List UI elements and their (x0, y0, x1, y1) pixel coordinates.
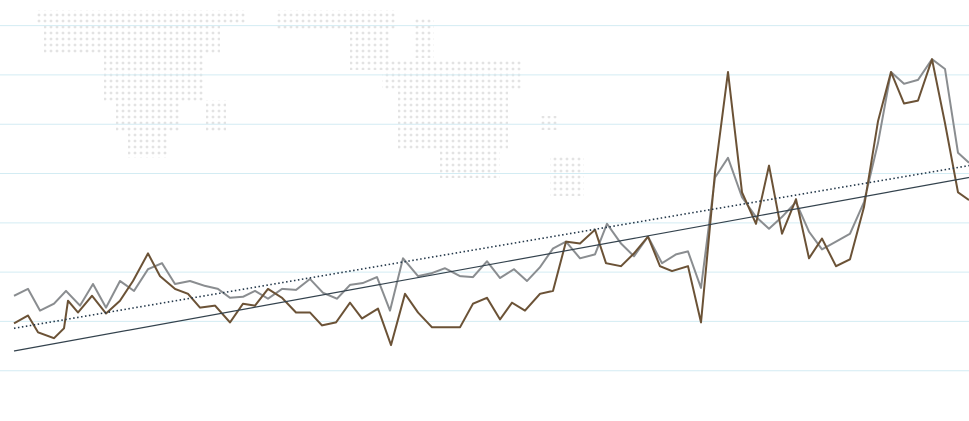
trend-line (13, 176, 969, 352)
trend-line (13, 164, 969, 330)
world-map-background (36, 10, 584, 196)
series-line (13, 58, 969, 312)
series-line (13, 58, 969, 347)
